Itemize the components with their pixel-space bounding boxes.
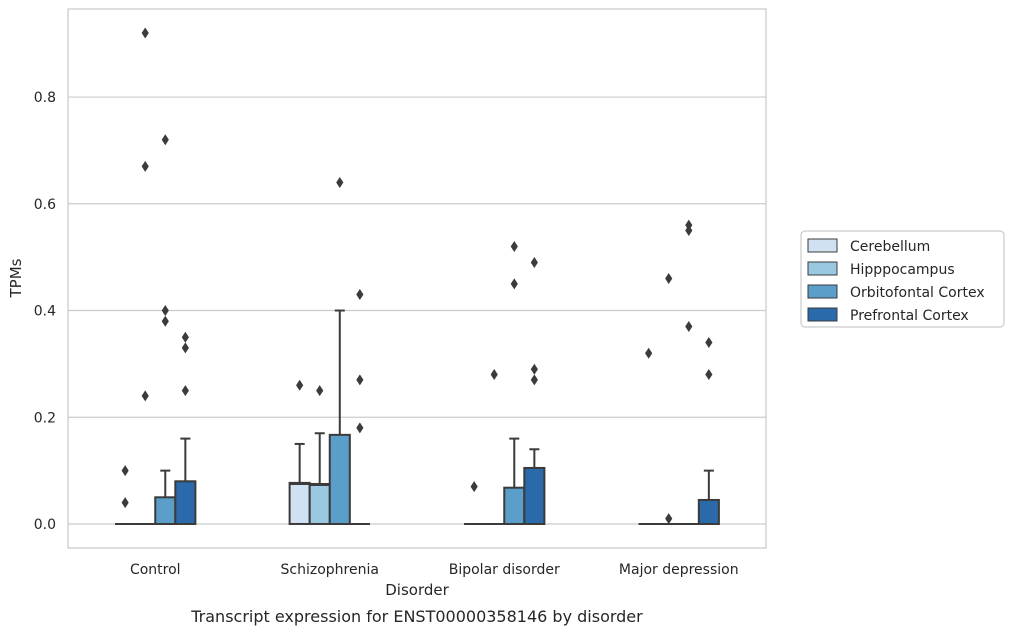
outlier-point	[141, 160, 149, 172]
plot-area-frame	[67, 8, 767, 549]
box-2-2	[503, 240, 526, 525]
box-1-3	[658, 273, 679, 525]
box-body	[697, 498, 720, 525]
box-0-0	[115, 465, 136, 525]
outlier-point	[356, 374, 364, 386]
outlier-point	[181, 342, 189, 354]
legend-box	[800, 230, 1005, 328]
outlier-point	[181, 331, 189, 343]
box-body	[328, 433, 351, 525]
box-3-0	[174, 331, 197, 525]
y-tick-label-3: 0.6	[34, 197, 56, 213]
y-tick-label-0: 0.0	[34, 517, 56, 533]
outlier-point	[665, 513, 673, 525]
outlier-point	[685, 224, 693, 236]
box-2-1	[328, 176, 351, 525]
box-body	[174, 480, 197, 525]
outlier-point	[510, 240, 518, 252]
outlier-point	[121, 497, 129, 509]
x-tick-label-0: Control	[130, 562, 181, 578]
outlier-point	[530, 363, 538, 375]
outlier-point	[161, 305, 169, 317]
outlier-point	[665, 273, 673, 284]
y-axis-title: TPMs	[7, 258, 25, 298]
box-3-2	[523, 256, 546, 525]
legend-swatch-2	[807, 284, 838, 299]
box-layer	[115, 27, 720, 525]
y-tick-label-4: 0.8	[34, 90, 56, 106]
outlier-point	[645, 347, 653, 359]
box-0-3	[638, 347, 659, 525]
x-tick-label-2: Bipolar disorder	[449, 562, 560, 578]
outlier-point	[490, 369, 498, 381]
tick-labels: 0.0 0.2 0.4 0.6 0.8 Control Schizophrenia Bipol…	[34, 90, 739, 578]
box-1-1	[308, 385, 331, 525]
legend: Cerebellum Hipppocampus Orbitofontal Corte…	[800, 230, 1005, 328]
y-tick-label-2: 0.4	[34, 304, 56, 320]
legend-swatch-1	[807, 261, 838, 276]
outlier-point	[685, 321, 693, 333]
outlier-point	[161, 134, 169, 146]
box-0-1	[288, 379, 311, 525]
box-body	[308, 482, 331, 525]
box-1-2	[484, 369, 505, 525]
outlier-point	[121, 465, 129, 477]
outlier-point	[161, 315, 169, 327]
legend-label-0: Cerebellum	[850, 239, 930, 255]
box-1-0	[135, 27, 156, 525]
box-0-2	[464, 481, 485, 525]
grid-lines	[68, 96, 766, 525]
outlier-point	[705, 337, 713, 349]
box-body	[154, 496, 177, 525]
outlier-point	[530, 256, 538, 268]
box-3-1	[349, 289, 370, 525]
legend-swatch-0	[807, 238, 838, 253]
outlier-point	[141, 390, 149, 402]
x-tick-label-3: Major depression	[619, 562, 739, 578]
box-body	[288, 481, 311, 525]
outlier-point	[356, 289, 364, 301]
box-body	[523, 466, 546, 525]
outlier-point	[316, 385, 324, 397]
chart-caption: Transcript expression for ENST0000035814…	[190, 607, 643, 626]
legend-label-3: Prefrontal Cortex	[850, 308, 969, 324]
box-body	[503, 486, 526, 525]
legend-label-1: Hipppocampus	[850, 262, 955, 278]
outlier-point	[141, 27, 149, 39]
box-2-0	[154, 134, 177, 525]
box-3-3	[697, 337, 720, 525]
x-tick-label-1: Schizophrenia	[281, 562, 379, 578]
legend-label-2: Orbitofontal Cortex	[850, 285, 985, 301]
y-tick-label-1: 0.2	[34, 410, 56, 426]
outlier-point	[296, 379, 304, 391]
outlier-point	[181, 385, 189, 397]
outlier-point	[530, 374, 538, 386]
outlier-point	[356, 422, 364, 434]
outlier-point	[336, 176, 344, 188]
box-2-3	[678, 219, 699, 525]
outlier-point	[510, 278, 518, 290]
x-axis-title: Disorder	[385, 581, 449, 599]
outlier-point	[705, 369, 713, 381]
outlier-point	[470, 481, 478, 493]
legend-swatch-3	[807, 307, 838, 322]
